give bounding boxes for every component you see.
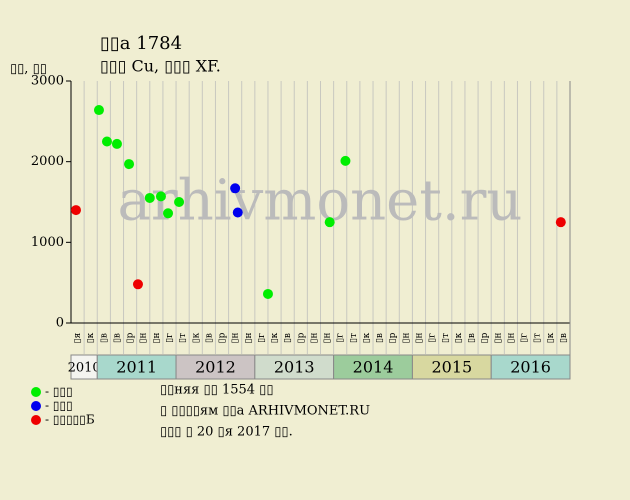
data-point (70, 205, 81, 216)
data-point (101, 136, 112, 147)
year-label: 2016 (510, 358, 551, 377)
x-tick-label: ▯в (112, 333, 122, 343)
x-tick-label: ▯р (388, 332, 398, 343)
x-tick-label: ▯н (244, 333, 254, 344)
chart-title: ▯▯a 1784 (100, 33, 182, 54)
legend-marker (31, 387, 41, 397)
x-tick-label: ▯г (165, 333, 175, 343)
data-point (163, 208, 174, 219)
year-label: 2012 (195, 358, 236, 377)
x-tick-label: ▯н (309, 333, 319, 344)
chart-subtitle: ▯▯▯ Cu, ▯▯▯ XF. (100, 57, 221, 76)
x-tick-label: ▯т (441, 333, 451, 343)
x-tick-label: ▯н (323, 333, 333, 344)
x-tick-label: ▯г (336, 333, 346, 343)
x-tick-label: ▯я (73, 332, 83, 343)
x-tick-label: ▯р (296, 332, 306, 343)
watermark: arhivmonet.ru (118, 169, 523, 234)
year-band (411, 354, 492, 380)
year-label: 2013 (274, 358, 315, 377)
x-tick-label: ▯т (349, 333, 359, 343)
x-tick-label: ▯к (454, 332, 464, 343)
data-point (155, 191, 166, 202)
x-tick-label: ▯н (231, 333, 241, 344)
x-tick-label: ▯в (204, 333, 214, 343)
x-tick-label: ▯в (99, 333, 109, 343)
x-tick-label: ▯н (506, 333, 516, 344)
y-tick-label: 1000 (31, 235, 64, 250)
note: ▯▯▯ ▯ 20 ▯я 2017 ▯▯. (160, 425, 293, 440)
data-point (232, 207, 243, 218)
x-tick-label: ▯к (86, 332, 96, 343)
x-tick-label: ▯н (493, 333, 503, 344)
x-tick-label: ▯н (152, 333, 162, 344)
x-tick-label: ▯в (467, 333, 477, 343)
y-tick-label: 2000 (31, 154, 64, 169)
x-tick-label: ▯к (191, 332, 201, 343)
year-label: 2014 (353, 358, 394, 377)
year-band (175, 354, 256, 380)
x-tick-label: ▯в (283, 333, 293, 343)
data-point (144, 192, 155, 203)
legend-marker (31, 415, 41, 425)
year-band (254, 354, 335, 380)
y-tick-label: 3000 (31, 74, 64, 89)
legend-marker (31, 401, 41, 411)
x-tick-label: ▯г (257, 333, 267, 343)
x-tick-label: ▯г (428, 333, 438, 343)
y-axis-label: ▯▯, ▯▯ (10, 62, 47, 77)
data-point (230, 183, 241, 194)
legend-label: - ▯▯▯▯▯Б (45, 413, 95, 427)
x-tick-label: ▯н (139, 333, 149, 344)
x-tick-label: ▯н (401, 333, 411, 344)
year-band (490, 354, 571, 380)
x-tick-label: ▯р (480, 332, 490, 343)
x-tick-label: ▯г (520, 333, 530, 343)
data-point (324, 217, 335, 228)
note: ▯ ▯▯▯▯ям ▯▯а ARHIVMONET.RU (160, 404, 370, 419)
data-point (132, 279, 143, 290)
data-point (111, 138, 122, 149)
data-point (124, 159, 135, 170)
legend-label: - ▯▯▯ (45, 385, 73, 399)
data-point (174, 197, 185, 207)
data-point (555, 217, 566, 228)
note: ▯▯няя ▯▯ 1554 ▯▯ (160, 383, 273, 398)
x-tick-label: ▯в (375, 333, 385, 343)
x-tick-label: ▯к (546, 332, 556, 343)
legend-label: - ▯▯▯ (45, 399, 73, 413)
x-tick-label: ▯н (414, 333, 424, 344)
y-tick-label: 0 (56, 316, 64, 331)
x-tick-label: ▯р (126, 332, 136, 343)
x-tick-label: ▯р (218, 332, 228, 343)
data-point (340, 155, 351, 166)
year-label: 2015 (431, 358, 472, 377)
year-band (333, 354, 413, 380)
x-tick-label: ▯в (559, 333, 569, 343)
year-label: 2011 (116, 358, 157, 377)
data-point (262, 288, 273, 299)
x-tick-label: ▯т (178, 333, 188, 343)
x-tick-label: ▯к (362, 332, 372, 343)
data-point (93, 105, 104, 116)
x-tick-label: ▯т (533, 333, 543, 343)
year-label: 2010 (68, 361, 101, 376)
x-tick-label: ▯к (270, 332, 280, 343)
year-band (70, 354, 98, 380)
